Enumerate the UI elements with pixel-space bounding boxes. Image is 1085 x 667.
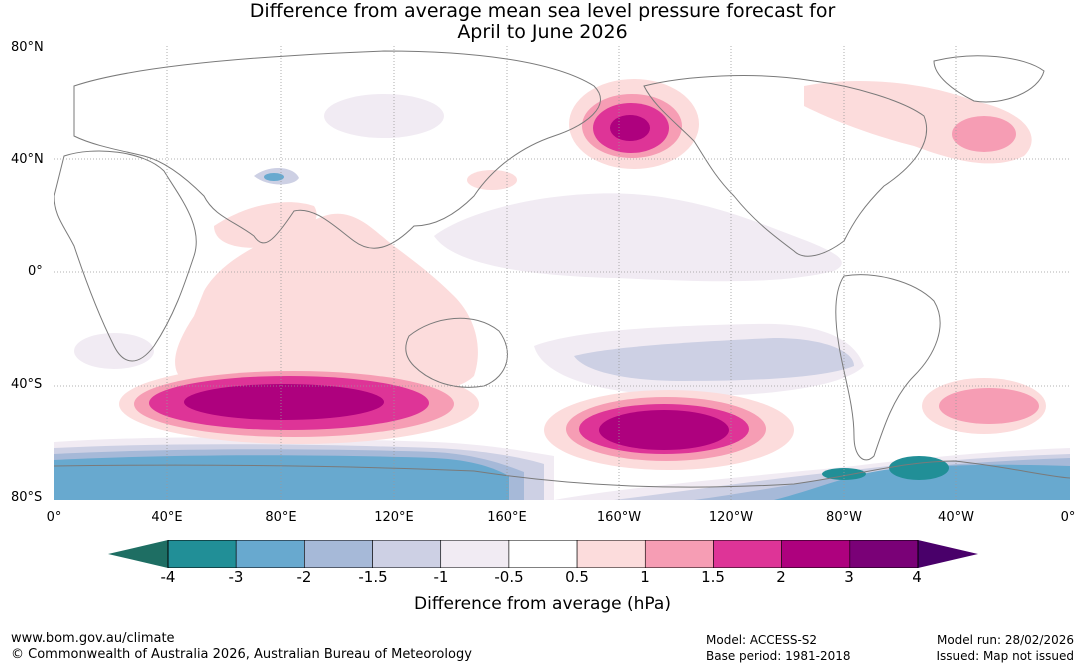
colorbar-label: Difference from average (hPa): [414, 594, 671, 614]
colorbar-cell: [304, 540, 373, 568]
lon-label-160w: 160°W: [596, 510, 642, 525]
colorbar-cell: [167, 540, 237, 568]
model-run-date: Model run: 28/02/2026: [936, 633, 1074, 647]
south-pacific-high: [544, 390, 794, 470]
colorbar-tick: 1: [640, 568, 650, 586]
colorbar-tick: -0.5: [494, 568, 524, 586]
lon-label-120e: 120°E: [374, 510, 414, 525]
greenland-outline: [933, 55, 1045, 103]
lon-label-0: 0°: [46, 510, 62, 525]
south-indian-ocean-high: [119, 364, 479, 444]
colorbar-tick: 4: [912, 568, 922, 586]
south-africa-faint-low: [74, 333, 154, 369]
colorbar-cell: [440, 540, 510, 568]
colorbar-tick: 2: [776, 568, 786, 586]
eurasia-outline: [73, 50, 601, 249]
arabian-sea-high-region: [214, 202, 317, 248]
lon-label-40e: 40°E: [151, 510, 183, 525]
north-pacific-small-high: [467, 170, 517, 190]
coastlines: [54, 50, 1070, 488]
south-atlantic-high: [922, 378, 1046, 434]
colorbar-over-arrow: [918, 540, 978, 568]
colorbar-cell: [644, 540, 714, 568]
north-america-outline: [643, 75, 928, 257]
colorbar-tick: -3: [228, 568, 244, 586]
colorbar-cells: [167, 540, 919, 568]
colorbar-cell: [372, 540, 442, 568]
africa-outline: [54, 150, 197, 362]
gulf-of-alaska-high: [569, 79, 699, 169]
tibet-low-core: [264, 173, 284, 181]
website-link[interactable]: www.bom.gov.au/climate: [11, 631, 175, 646]
south-pacific-low: [574, 338, 854, 381]
base-period: Base period: 1981-2018: [706, 649, 851, 663]
asia-faint-low: [324, 94, 444, 138]
lon-label-80w: 80°W: [826, 510, 862, 525]
colorbar-tick: 0.5: [565, 568, 589, 586]
lat-label-40s: 40°S: [11, 377, 43, 392]
colorbar-tick: -1: [433, 568, 449, 586]
colorbar: [108, 540, 978, 568]
lat-label-40n: 40°N: [11, 152, 44, 167]
lon-label-0-east: 0°: [1060, 510, 1076, 525]
colorbar-tick: -2: [296, 568, 312, 586]
pressure-anomaly-map: [54, 46, 1070, 500]
colorbar-tick: 1.5: [701, 568, 725, 586]
lat-label-80s: 80°S: [11, 490, 43, 505]
colorbar-cell: [781, 540, 851, 568]
lat-label-80n: 80°N: [11, 40, 44, 55]
colorbar-cell: [713, 540, 782, 568]
lat-label-0: 0°: [28, 264, 43, 279]
south-america-outline: [835, 274, 941, 461]
colorbar-cell: [576, 540, 646, 568]
colorbar-cell: [508, 540, 578, 568]
colorbar-cell: [849, 540, 919, 568]
colorbar-under-arrow: [108, 540, 168, 568]
colorbar-cell: [235, 540, 305, 568]
antarctica-outline: [54, 460, 1070, 488]
map-title-line1: Difference from average mean sea level p…: [249, 0, 836, 22]
lon-label-80e: 80°E: [265, 510, 297, 525]
australia-outline: [405, 317, 508, 388]
colorbar-frame: [167, 540, 919, 568]
model-name: Model: ACCESS-S2: [706, 633, 818, 647]
lon-label-160e: 160°E: [487, 510, 527, 525]
lon-label-120w: 120°W: [708, 510, 754, 525]
colorbar-tick: -4: [160, 568, 176, 586]
pacific-faint-low: [434, 193, 842, 282]
lon-label-40w: 40°W: [938, 510, 974, 525]
copyright-text: © Commonwealth of Australia 2026, Austra…: [11, 647, 472, 662]
indian-ocean-high-region: [175, 213, 478, 393]
colorbar-tick: -1.5: [358, 568, 388, 586]
colorbar-tick: 3: [844, 568, 854, 586]
graticule: [54, 46, 1070, 500]
issued-status: Issued: Map not issued: [936, 649, 1074, 663]
map-title-line2: April to June 2026: [457, 21, 628, 43]
